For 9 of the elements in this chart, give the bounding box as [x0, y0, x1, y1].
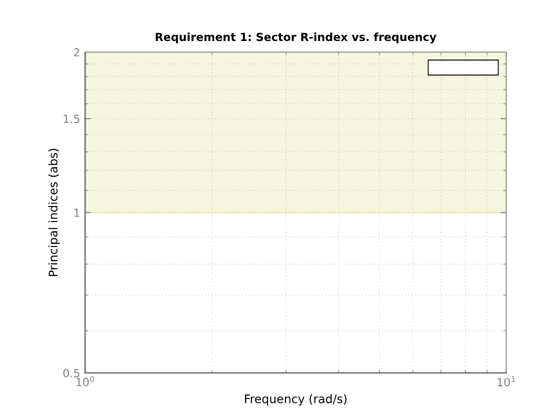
- y-tick-label: 2: [74, 48, 80, 56]
- chart-title: Requirement 1: Sector R-index vs. frequency: [156, 32, 436, 44]
- y-tick-label: 1: [74, 208, 80, 217]
- y-tick-label: 1.5: [64, 114, 80, 124]
- x-tick-label: 10$^{1}$: [498, 376, 515, 386]
- x-tick-label: 10$^{0}$: [76, 376, 94, 386]
- x-axis-title: Frequency (rad/s): [245, 394, 346, 406]
- y-axis-title: Principal indices (abs): [48, 148, 60, 276]
- y-tick-label: 0.5: [63, 368, 80, 378]
